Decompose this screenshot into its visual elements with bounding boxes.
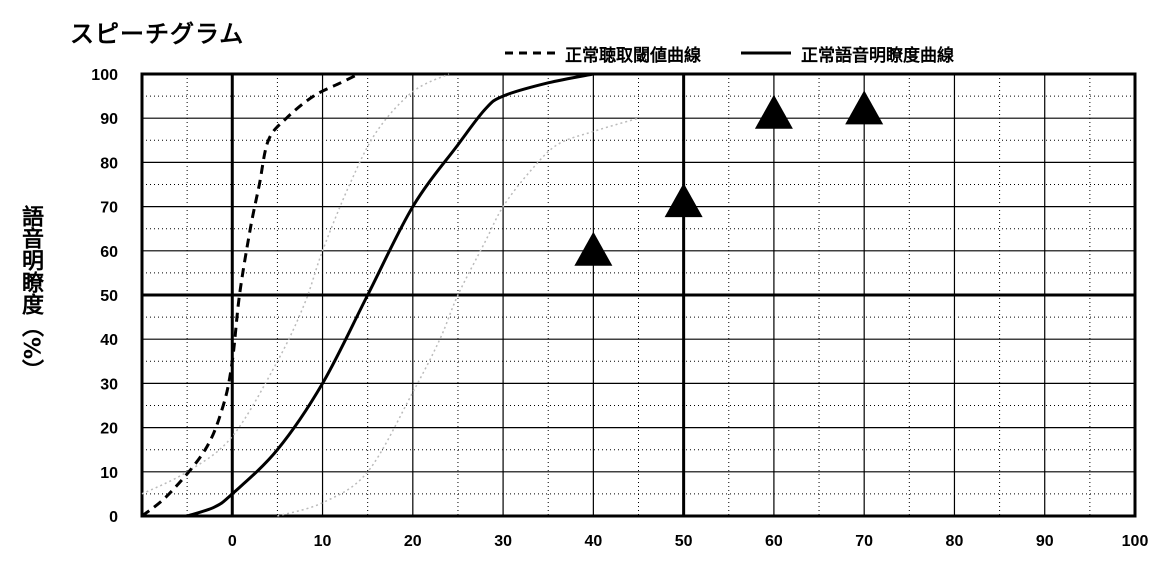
- legend: 正常聴取閾値曲線 正常語音明瞭度曲線: [505, 40, 994, 66]
- triangle-marker: [664, 183, 703, 218]
- legend-label-intelligibility: 正常語音明瞭度曲線: [801, 45, 954, 66]
- y-tick-label: 80: [100, 155, 118, 172]
- x-tick-label: 30: [494, 533, 512, 550]
- triangle-marker: [845, 90, 884, 125]
- legend-label-threshold: 正常聴取閾値曲線: [565, 45, 701, 66]
- x-tick-label: 60: [765, 533, 783, 550]
- x-tick-label: 80: [946, 533, 964, 550]
- threshold-curve: [141, 72, 360, 518]
- plot-frame: [140, 72, 1137, 518]
- triangle-marker: [754, 94, 793, 129]
- x-tick-label: 20: [404, 533, 422, 550]
- reference-curve: [141, 73, 450, 495]
- y-tick-label: 50: [100, 288, 118, 305]
- y-tick-label: 70: [100, 200, 118, 217]
- y-tick-label: 90: [100, 111, 118, 128]
- x-tick-label: 50: [675, 533, 693, 550]
- legend-item-threshold: 正常聴取閾値曲線: [505, 41, 701, 66]
- y-tick-label: 10: [100, 465, 118, 482]
- x-tick-label: 100: [1122, 533, 1149, 550]
- y-tick-label: 0: [109, 509, 118, 526]
- intelligibility-curve: [186, 72, 594, 518]
- y-tick-label: 100: [91, 67, 118, 84]
- y-tick-label: 40: [100, 332, 118, 349]
- legend-item-intelligibility: 正常語音明瞭度曲線: [741, 41, 954, 66]
- chart-title: スピーチグラム: [70, 20, 245, 48]
- x-tick-label: 70: [855, 533, 873, 550]
- x-tick-label: 40: [584, 533, 602, 550]
- y-axis-label: 語音明瞭度（%）: [18, 205, 43, 382]
- y-tick-label: 60: [100, 244, 118, 261]
- y-tick-label: 20: [100, 421, 118, 438]
- x-tick-label: 0: [228, 533, 237, 550]
- x-tick-label: 90: [1036, 533, 1054, 550]
- triangle-marker: [574, 231, 613, 266]
- y-tick-label: 30: [100, 376, 118, 393]
- x-tick-label: 10: [314, 533, 332, 550]
- legend-solid-line-icon: [741, 51, 791, 55]
- reference-curve: [277, 117, 639, 517]
